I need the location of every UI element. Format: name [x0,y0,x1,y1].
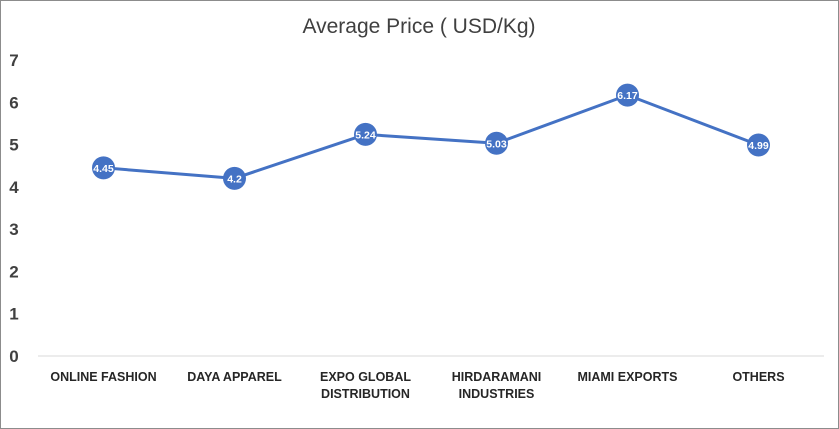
series-line [103,93,760,180]
x-tick-line: DISTRIBUTION [321,387,410,401]
data-label: 6.17 [617,90,638,102]
x-tick-label: MIAMI EXPORTS [577,370,677,384]
data-points: 4.45 4.2 5.24 5.03 6.17 4.99 [92,83,770,190]
y-tick-label: 0 [9,347,18,366]
x-tick-line: HIRDARAMANI [452,370,542,384]
x-tick-label: EXPO GLOBAL DISTRIBUTION [320,370,411,401]
x-tick-line: EXPO GLOBAL [320,370,411,384]
y-tick-label: 5 [9,136,18,155]
chart-title: Average Price ( USD/Kg) [302,15,535,38]
data-point-marker [354,122,377,146]
y-tick-label: 7 [9,51,18,70]
data-label: 5.24 [355,129,376,141]
data-label: 5.03 [486,138,507,150]
x-tick-line: OTHERS [732,370,784,384]
x-axis-ticks: ONLINE FASHION DAYA APPAREL EXPO GLOBAL DIS… [50,370,784,401]
data-point-marker [223,166,246,190]
y-tick-label: 1 [9,305,18,324]
y-tick-label: 6 [9,93,18,112]
x-tick-label: OTHERS [732,370,784,384]
y-tick-label: 4 [9,178,19,197]
x-tick-label: ONLINE FASHION [50,370,156,384]
x-tick-label: DAYA APPAREL [187,370,282,384]
data-label: 4.45 [93,163,114,175]
data-label: 4.99 [748,140,769,152]
y-tick-label: 2 [9,262,18,281]
x-tick-line: MIAMI EXPORTS [577,370,677,384]
data-point-marker [92,156,115,180]
data-point-marker [747,133,770,157]
x-tick-label: HIRDARAMANI INDUSTRIES [452,370,542,401]
y-axis-ticks: 0 1 2 3 4 5 6 7 [9,51,19,366]
y-tick-label: 3 [9,220,18,239]
x-tick-line: INDUSTRIES [459,387,535,401]
x-tick-line: ONLINE FASHION [50,370,156,384]
data-point-marker [485,131,508,155]
x-tick-line: DAYA APPAREL [187,370,282,384]
data-label: 4.2 [227,173,242,185]
data-point-marker [616,83,639,107]
